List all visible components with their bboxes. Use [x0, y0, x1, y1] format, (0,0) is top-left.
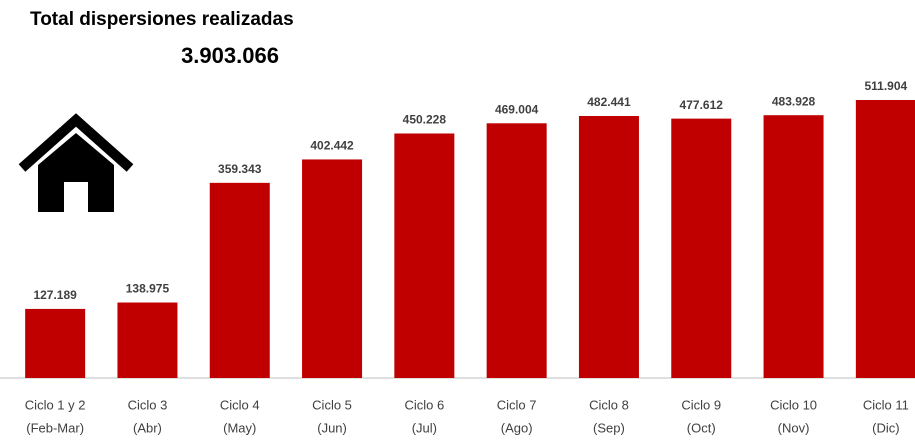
- x-tick-label: (Ago): [501, 420, 533, 435]
- bar: [25, 308, 86, 378]
- x-tick-label: (Jun): [317, 420, 347, 435]
- x-tick-label: Ciclo 6: [404, 397, 444, 412]
- x-tick-label: (Feb-Mar): [26, 420, 84, 435]
- x-tick-label: (Abr): [133, 420, 162, 435]
- bar: [578, 116, 639, 378]
- value-label: 138.975: [126, 282, 170, 296]
- x-tick-label: Ciclo 3: [128, 397, 168, 412]
- value-label: 450.228: [403, 113, 447, 127]
- bar: [209, 182, 270, 378]
- x-tick-label: (May): [223, 420, 256, 435]
- x-tick-label: (Nov): [778, 420, 810, 435]
- bar: [486, 123, 547, 378]
- x-tick-label: Ciclo 9: [681, 397, 721, 412]
- x-tick-label: Ciclo 11: [863, 397, 909, 412]
- x-tick-label: Ciclo 10: [770, 397, 817, 412]
- house-icon: [18, 113, 134, 212]
- x-tick-label: (Oct): [687, 420, 716, 435]
- value-label: 511.904: [864, 79, 907, 93]
- bar: [763, 115, 824, 379]
- x-tick-label: Ciclo 1 y 2: [25, 397, 86, 412]
- x-tick-label: Ciclo 8: [589, 397, 629, 412]
- bar: [302, 159, 363, 378]
- x-tick-label: (Jul): [412, 420, 437, 435]
- bar: [671, 118, 732, 378]
- x-tick-label: (Dic): [872, 420, 899, 435]
- value-label: 469.004: [495, 102, 539, 116]
- value-label: 127.189: [33, 288, 77, 302]
- x-tick-label: Ciclo 5: [312, 397, 352, 412]
- x-tick-label: Ciclo 4: [220, 397, 260, 412]
- bar: [394, 133, 455, 378]
- chart-subtitle: 3.903.066: [181, 43, 279, 68]
- bar: [117, 302, 178, 378]
- value-label: 483.928: [772, 94, 816, 108]
- value-label: 482.441: [587, 95, 631, 109]
- bar: [855, 100, 915, 378]
- value-label: 359.343: [218, 162, 262, 176]
- value-label: 402.442: [310, 139, 354, 153]
- x-tick-label: Ciclo 7: [497, 397, 537, 412]
- value-label: 477.612: [680, 98, 724, 112]
- chart-title: Total dispersiones realizadas: [30, 9, 294, 30]
- x-tick-label: (Sep): [593, 420, 625, 435]
